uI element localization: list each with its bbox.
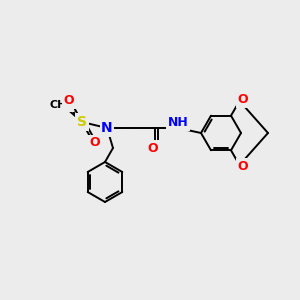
Text: N: N [101, 121, 113, 135]
Text: S: S [77, 115, 87, 129]
Text: O: O [237, 94, 248, 106]
Text: O: O [148, 142, 158, 154]
Text: NH: NH [168, 116, 188, 130]
Text: O: O [90, 136, 100, 149]
Text: CH₃: CH₃ [50, 100, 72, 110]
Text: O: O [237, 160, 248, 172]
Text: O: O [64, 94, 74, 107]
